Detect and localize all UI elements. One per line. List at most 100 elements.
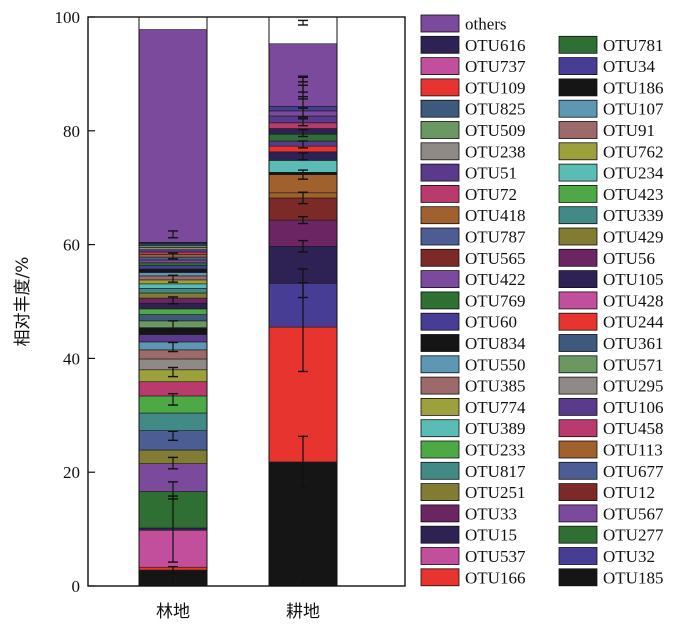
legend-swatch [558, 99, 598, 118]
legend-swatch [420, 248, 460, 267]
legend-swatch [558, 248, 598, 267]
legend-label: OTU565 [465, 249, 525, 268]
legend-swatch [420, 355, 460, 374]
error-bars [168, 19, 308, 575]
legend-label: OTU774 [465, 398, 526, 417]
legend-label: OTU113 [603, 441, 663, 460]
bar-segment-OTU238 [138, 247, 208, 251]
legend-label: OTU106 [603, 398, 663, 417]
legend-label: OTU251 [465, 483, 525, 502]
legend-swatch [420, 504, 460, 523]
y-tick-label: 100 [55, 8, 81, 27]
legend-swatch [420, 291, 460, 310]
bar-segment-OTU106 [138, 334, 208, 343]
legend-label: OTU107 [603, 100, 664, 119]
legend-swatch [420, 525, 460, 544]
legend-label: OTU571 [603, 355, 663, 374]
legend-label: others [465, 15, 507, 34]
legend-swatch [420, 461, 460, 480]
y-tick-label: 20 [63, 463, 80, 482]
y-tick-label: 80 [63, 122, 80, 141]
legend-label: OTU15 [465, 526, 517, 545]
legend-label: OTU737 [465, 57, 526, 76]
legend-label: OTU185 [603, 568, 663, 587]
legend-swatch [420, 397, 460, 416]
legend-label: OTU389 [465, 419, 525, 438]
legend-swatch [558, 504, 598, 523]
bar-segment-OTU781 [138, 262, 208, 266]
legend-label: OTU361 [603, 334, 663, 353]
legend-label: OTU458 [603, 419, 663, 438]
bar-segment-OTU361 [138, 314, 208, 322]
legend-label: OTU762 [603, 142, 663, 161]
legend-swatch [558, 142, 598, 161]
legend-label: OTU56 [603, 249, 655, 268]
legend-label: OTU234 [603, 164, 664, 183]
legend-swatch [558, 440, 598, 459]
legend-swatch [558, 184, 598, 203]
legend-swatch [558, 312, 598, 331]
legend-swatch [420, 121, 460, 139]
legend-swatch [558, 35, 598, 54]
legend-swatch [558, 78, 598, 97]
legend-label: OTU817 [465, 462, 526, 481]
x-category-label: 耕地 [286, 602, 320, 622]
axes: 0 20 40 60 80 100 林地 耕地 相对丰度/% [13, 8, 406, 622]
legend-swatch [558, 163, 598, 182]
legend-label: OTU428 [603, 291, 663, 310]
legend-label: OTU429 [603, 228, 663, 247]
legend-swatch [420, 568, 460, 587]
legend-swatch [558, 206, 598, 225]
legend-label: OTU567 [603, 504, 664, 523]
legend-swatch [420, 99, 460, 118]
bar-segment-OTU34 [138, 265, 208, 270]
bar-segment-others [138, 29, 208, 243]
legend-label: OTU422 [465, 270, 525, 289]
legend-label: OTU677 [603, 462, 664, 481]
legend-label: OTU418 [465, 206, 525, 225]
legend-label: OTU769 [465, 291, 525, 310]
legend-label: OTU339 [603, 206, 663, 225]
legend-label: OTU51 [465, 164, 517, 183]
legend-swatch [420, 440, 460, 459]
legend-swatch [558, 291, 598, 310]
legend-label: OTU385 [465, 377, 525, 396]
legend-label: OTU616 [465, 36, 525, 55]
legend-swatch [420, 483, 460, 502]
legend-swatch [558, 270, 598, 289]
legend-swatch [420, 547, 460, 565]
legend-label: OTU244 [603, 313, 664, 332]
bar-segment-OTU817 [138, 412, 208, 431]
legend-label: OTU109 [465, 78, 525, 97]
x-category-label: 林地 [156, 602, 190, 622]
legend-label: OTU834 [465, 334, 526, 353]
legend-label: OTU423 [603, 185, 663, 204]
legend-swatch [420, 334, 460, 352]
legend-label: OTU509 [465, 121, 525, 140]
legend-swatch [420, 376, 460, 395]
legend-swatch [558, 483, 598, 502]
legend-swatch [420, 78, 460, 97]
legend-label: OTU781 [603, 36, 663, 55]
legend-swatch [558, 121, 598, 139]
legend: others OTU616 OTU737 OTU109 OTU825 OTU509 OTU2… [420, 15, 664, 587]
legend-label: OTU72 [465, 185, 517, 204]
legend-swatch [558, 397, 598, 416]
legend-swatch [420, 184, 460, 203]
legend-label: OTU91 [603, 121, 655, 140]
legend-swatch [558, 547, 598, 565]
bar-segment-OTU423 [138, 308, 208, 315]
legend-swatch [558, 419, 598, 438]
legend-label: OTU60 [465, 313, 517, 332]
legend-swatch [420, 142, 460, 161]
legend-swatch [558, 461, 598, 480]
legend-swatch [558, 525, 598, 544]
legend-label: OTU277 [603, 526, 664, 545]
legend-label: OTU787 [465, 228, 526, 247]
legend-swatch [420, 57, 460, 75]
legend-swatch [558, 355, 598, 374]
bar-segment-OTU51 [138, 249, 208, 253]
legend-label: OTU105 [603, 270, 663, 289]
legend-label: OTU34 [603, 57, 655, 76]
